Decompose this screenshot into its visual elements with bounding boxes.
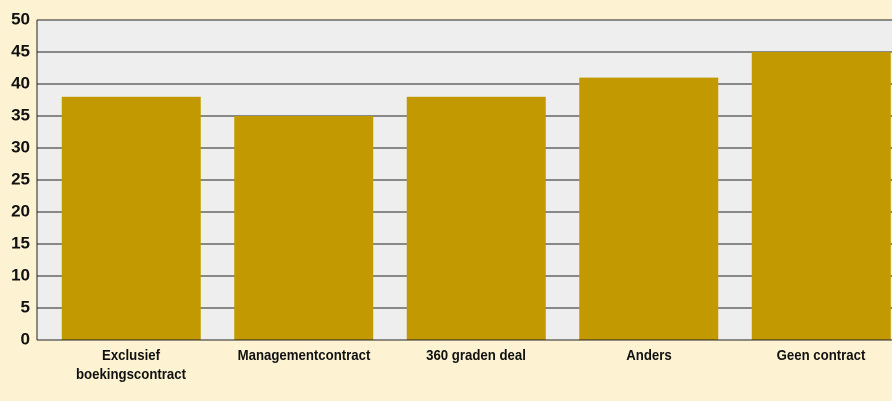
bar: [234, 116, 374, 340]
x-tick-label: Exclusief boekingscontract: [76, 347, 187, 383]
y-tick-label: 50: [11, 9, 30, 28]
x-tick-label: Managementcontract: [237, 347, 371, 364]
x-tick-label: 360 graden deal: [426, 347, 527, 364]
y-tick-label: 5: [21, 297, 30, 316]
bar: [61, 96, 201, 340]
y-tick-label: 0: [21, 329, 30, 348]
y-tick-label: 25: [11, 169, 30, 188]
y-tick-label: 45: [11, 41, 30, 60]
y-tick-label: 40: [11, 73, 30, 92]
x-tick-label: Anders: [626, 347, 672, 364]
bar: [579, 77, 719, 340]
bar: [406, 96, 546, 340]
x-tick-label: Geen contract: [776, 347, 866, 364]
y-tick-label: 35: [11, 105, 30, 124]
y-tick-label: 10: [11, 265, 30, 284]
y-tick-label: 30: [11, 137, 30, 156]
bar: [751, 52, 891, 340]
y-tick-label: 15: [11, 233, 30, 252]
y-tick-label: 20: [11, 201, 30, 220]
